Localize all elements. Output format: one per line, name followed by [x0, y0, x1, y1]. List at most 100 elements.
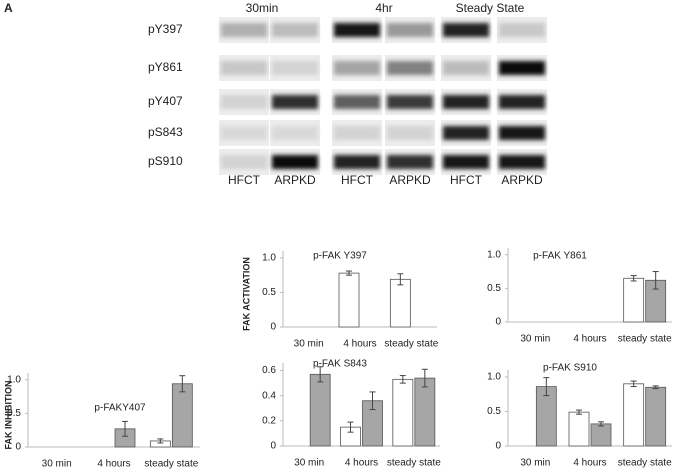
bar-chart: 0 0.5 1.0 p-FAKY407 FAK INHIBITION 30 min 4 ho… [3, 373, 200, 470]
chart-title: p-FAK S910 [543, 363, 597, 374]
blot-band [499, 95, 545, 109]
blot-band [221, 95, 267, 109]
lane-label: ARPKD [389, 173, 431, 187]
y-tick-label: 1.0 [487, 249, 501, 260]
error-bar [157, 438, 164, 444]
x-tick-label: steady state [618, 458, 672, 469]
bar-chart: 0 0.5 1.0 p-FAK Y397 FAK ACTIVATION 30 min 4 h… [241, 251, 438, 350]
blot-band [387, 95, 433, 109]
x-tick-label: 30 min [294, 458, 324, 469]
blot-band [221, 155, 267, 169]
x-tick-label: steady state [618, 334, 672, 345]
y-tick-label: 0.2 [262, 415, 276, 426]
blot-band [272, 155, 318, 169]
x-tick-label: 4 hours [343, 339, 376, 350]
blot-band [443, 155, 489, 169]
blot-band [387, 155, 433, 169]
y-tick-label: 1.0 [487, 372, 501, 383]
x-tick-label: 30 min [520, 458, 550, 469]
error-bar [543, 377, 550, 397]
x-tick-label: 30 min [520, 334, 550, 345]
blot-band [443, 61, 489, 75]
blot-band [272, 61, 318, 75]
y-tick-label: 1.0 [7, 374, 21, 385]
condition-label: 4hr [375, 1, 392, 15]
lane-label: HFCT [341, 173, 374, 187]
bar-chart: 0 0.5 1.0 p-FAK Y861 30 min 4 hours steady sta… [487, 248, 672, 345]
blot-band [443, 23, 489, 37]
chart-title: p-FAK S843 [313, 359, 367, 370]
lane-label: ARPKD [501, 173, 543, 187]
chart-title: p-FAK Y861 [533, 251, 587, 262]
blot-band [272, 23, 318, 37]
y-tick-label: 0 [270, 441, 276, 452]
bar [623, 383, 645, 447]
error-bar [317, 366, 324, 383]
y-axis-label: FAK ACTIVATION [241, 257, 251, 331]
y-tick-label: 0 [15, 442, 21, 453]
row-label: pS910 [148, 154, 183, 168]
lane-label: HFCT [450, 173, 483, 187]
bar [309, 373, 331, 447]
blot-band [221, 61, 267, 75]
row-label: pY407 [148, 94, 183, 108]
x-tick-label: steady state [144, 459, 198, 470]
bar [645, 386, 667, 447]
error-bar [122, 420, 128, 437]
blot-band [272, 126, 318, 140]
blot-band [387, 61, 433, 75]
blot-band [334, 126, 380, 140]
error-bar [399, 375, 406, 384]
figure-label: A [4, 1, 13, 15]
condition-label: Steady State [456, 1, 525, 15]
error-bar [346, 270, 352, 276]
x-tick-label: steady state [384, 339, 438, 350]
y-tick-label: 0.5 [7, 408, 21, 419]
x-tick-label: 4 hours [573, 334, 606, 345]
bar [623, 277, 645, 323]
bar [590, 423, 612, 447]
blot-band [499, 155, 545, 169]
y-tick-label: 0.4 [262, 390, 276, 401]
error-bar [347, 421, 354, 433]
error-bar [421, 368, 428, 388]
blot-band [221, 23, 267, 37]
bar [392, 378, 414, 447]
error-bar [598, 421, 604, 427]
error-bar [369, 391, 376, 411]
y-tick-label: 0.5 [262, 287, 276, 298]
blot-band [272, 95, 318, 109]
x-tick-label: steady state [387, 458, 441, 469]
blot-band [499, 126, 545, 140]
row-label: pS843 [148, 125, 183, 139]
x-tick-label: 4 hours [345, 458, 378, 469]
bar [414, 377, 436, 447]
blot-band [499, 23, 545, 37]
lane-label: ARPKD [274, 173, 316, 187]
y-tick-label: 0.5 [487, 283, 501, 294]
x-tick-label: 30 min [294, 339, 324, 350]
y-tick-label: 0 [495, 441, 501, 452]
error-bar [576, 409, 582, 415]
blot-band [443, 126, 489, 140]
x-tick-label: 4 hours [573, 458, 606, 469]
bar [568, 411, 590, 447]
blot-band [334, 23, 380, 37]
y-axis-label: FAK INHIBITION [3, 381, 13, 450]
blot-band [334, 155, 380, 169]
condition-label: 30min [246, 1, 279, 15]
bar-chart: 0 0.2 0.4 0.6 p-FAK S843 30 min 4 hours steady … [262, 359, 441, 469]
blot-band [334, 61, 380, 75]
bar [338, 272, 360, 328]
lane-label: HFCT [228, 173, 261, 187]
y-tick-label: 1.0 [262, 253, 276, 264]
blot-band [499, 61, 545, 75]
error-bar [397, 273, 404, 286]
y-tick-label: 0 [270, 322, 276, 333]
blot-band [334, 95, 380, 109]
blot-band [443, 95, 489, 109]
y-tick-label: 0.5 [487, 406, 501, 417]
chart-title: p-FAK Y397 [313, 251, 367, 262]
error-bar [179, 375, 186, 393]
